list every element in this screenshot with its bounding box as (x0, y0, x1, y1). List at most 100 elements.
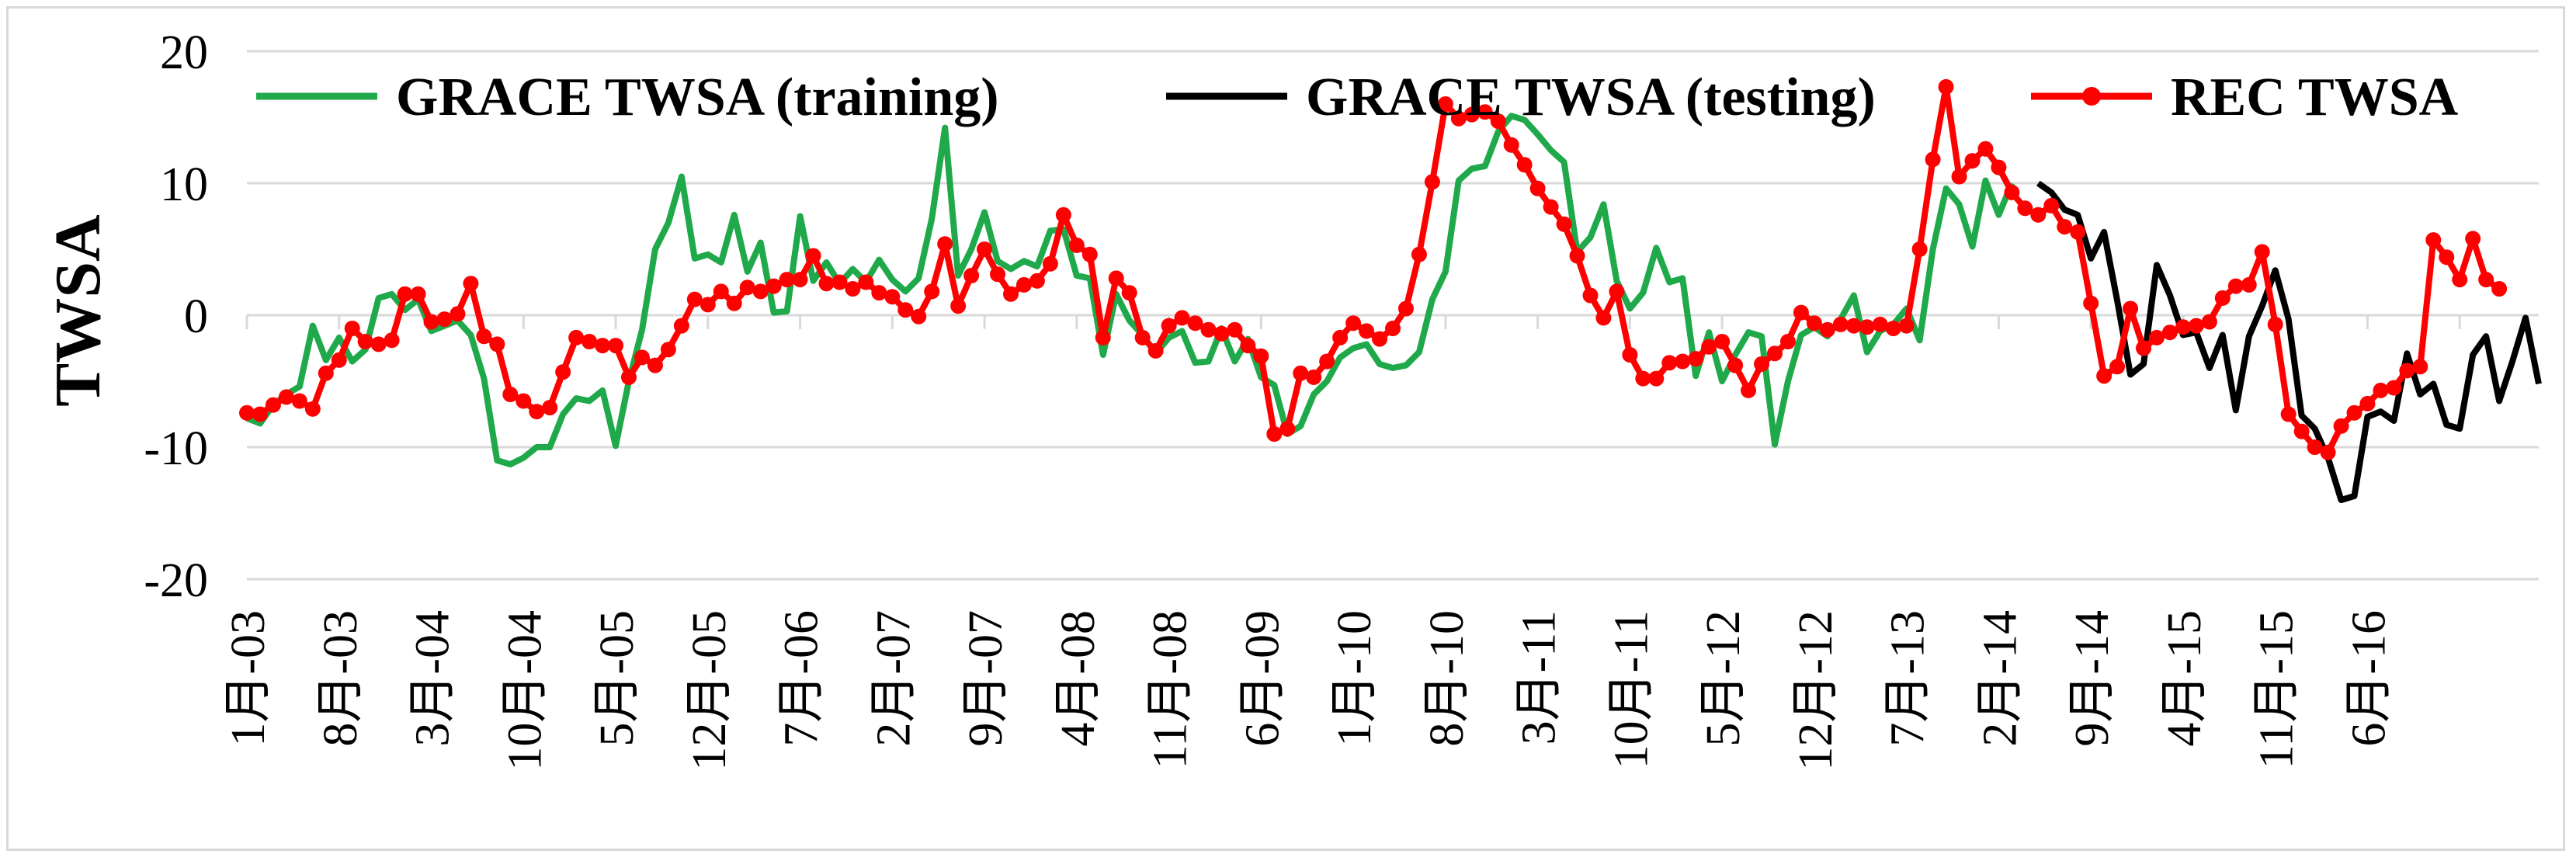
data-point (2201, 314, 2217, 330)
data-point (1477, 104, 1493, 120)
series-2 (239, 78, 2508, 460)
data-point (1556, 216, 1572, 232)
data-point (1397, 300, 1414, 317)
data-point (1306, 369, 1322, 385)
data-point (1938, 78, 1954, 95)
legend: GRACE TWSA (training) GRACE TWSA (testing… (256, 68, 2459, 127)
x-tick-label: 10月-11 (1605, 610, 1658, 769)
legend-label: GRACE TWSA (testing) (1306, 68, 1876, 127)
data-point (2399, 363, 2415, 379)
data-point (897, 302, 914, 318)
data-point (1450, 110, 1467, 127)
data-point (1015, 276, 1032, 293)
data-point (1411, 246, 1427, 262)
data-point (2109, 359, 2126, 375)
data-point (1345, 315, 1362, 332)
data-point (1200, 321, 1217, 338)
data-point (1701, 338, 1717, 355)
x-tick-label: 1月-10 (1328, 610, 1381, 747)
data-point (1081, 246, 1098, 262)
data-point (2280, 406, 2297, 422)
data-point (436, 311, 453, 328)
data-point (1754, 356, 1770, 372)
data-point (344, 321, 360, 336)
x-tick-label: 5月-12 (1697, 610, 1750, 747)
data-point (542, 400, 558, 415)
data-point (384, 332, 400, 349)
data-point (2175, 319, 2191, 335)
data-point (278, 389, 294, 405)
data-point (1424, 174, 1440, 190)
data-point (2123, 300, 2139, 317)
data-point (1147, 342, 1164, 359)
legend-item: GRACE TWSA (testing) (1166, 68, 1876, 127)
data-point (582, 334, 598, 349)
data-point (2452, 272, 2468, 288)
data-point (1437, 96, 1453, 112)
data-point (1609, 283, 1625, 300)
data-point (1898, 318, 1915, 334)
data-point (686, 291, 703, 307)
data-point (1714, 334, 1731, 349)
data-point (555, 364, 571, 380)
data-point (1108, 270, 1124, 286)
data-point (1174, 310, 1190, 326)
data-point (2346, 404, 2362, 421)
data-point (489, 336, 505, 352)
data-point (990, 266, 1006, 283)
x-tick-label: 11月-08 (1144, 610, 1197, 769)
y-tick-label: -10 (144, 422, 208, 475)
data-point (1516, 157, 1533, 173)
legend-item: REC TWSA (2031, 68, 2459, 127)
data-point (1227, 321, 1243, 338)
data-point (818, 276, 835, 292)
data-point (1661, 355, 1678, 371)
data-point (2083, 295, 2099, 311)
x-tick-label: 7月-06 (776, 610, 828, 747)
x-tick-label: 9月-07 (960, 610, 1012, 747)
x-tick-label: 6月-09 (1236, 610, 1289, 747)
data-point (673, 318, 689, 334)
data-point (476, 328, 492, 345)
data-point (884, 289, 901, 305)
data-point (357, 334, 373, 349)
data-point (252, 406, 268, 422)
x-tick-label: 7月-13 (1882, 610, 1935, 747)
data-point (1779, 334, 1796, 349)
data-point (2161, 325, 2178, 341)
data-point (2425, 232, 2442, 248)
data-point (2267, 316, 2283, 332)
data-point (1187, 315, 1203, 332)
data-point (752, 283, 769, 300)
data-point (1463, 106, 1480, 123)
data-point (950, 298, 967, 314)
data-point (1121, 285, 1137, 301)
y-tick-label: 0 (184, 290, 208, 343)
data-point (1964, 153, 1981, 169)
data-point (1977, 141, 1994, 157)
data-point (2491, 281, 2508, 297)
data-point (2214, 290, 2231, 306)
data-point (2004, 184, 2020, 200)
data-point (2070, 224, 2086, 240)
x-tick-label: 5月-05 (591, 610, 644, 747)
data-point (463, 276, 479, 292)
x-tick-label: 10月-04 (498, 610, 551, 771)
data-point (845, 281, 861, 297)
legend-label: REC TWSA (2171, 68, 2459, 127)
x-tick-label: 1月-03 (222, 610, 275, 747)
data-point (1161, 318, 1177, 334)
data-point (1055, 207, 1071, 223)
y-axis-label: TWSA (42, 214, 114, 407)
x-tick-label: 2月-14 (1974, 610, 2026, 747)
data-point (1332, 329, 1349, 345)
x-tick-label: 6月-16 (2342, 610, 2395, 747)
data-point (1372, 331, 1388, 347)
data-point (2096, 368, 2113, 384)
data-point (2333, 418, 2349, 434)
data-point (1529, 180, 1546, 196)
data-point (1068, 237, 1085, 253)
x-axis: 1月-03 8月-03 3月-04 10月-04 5月-05 12月-05 7月-06 2月-… (222, 314, 2539, 771)
data-point (595, 338, 611, 354)
data-point (621, 369, 637, 385)
